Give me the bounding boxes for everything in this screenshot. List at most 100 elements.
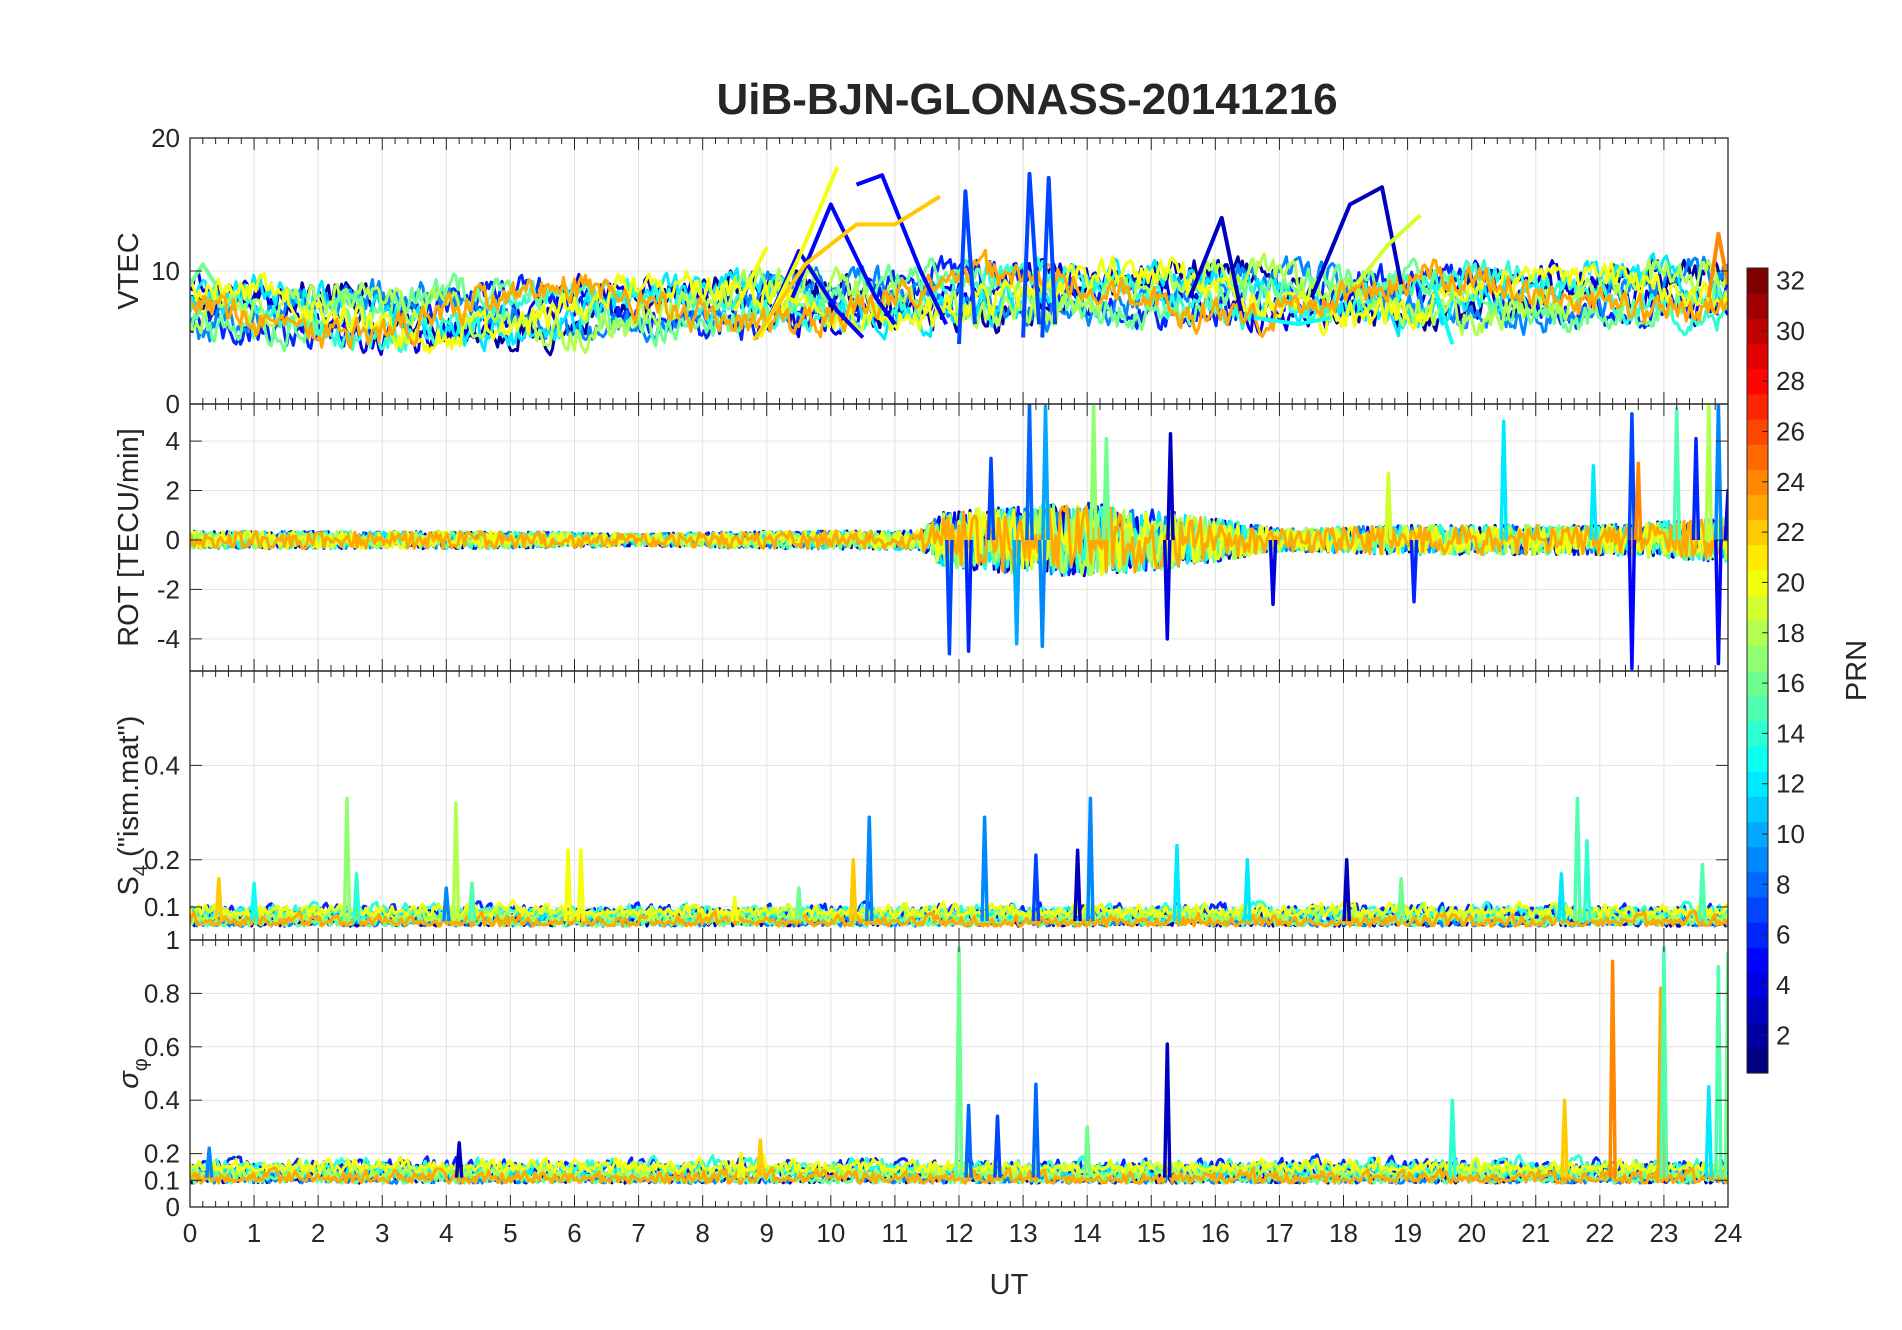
x-tick-label: 12 [945, 1218, 974, 1248]
trace-prn-3-arc [1309, 185, 1404, 299]
colorbar-tick-label: 12 [1776, 769, 1805, 799]
trace-prn-5-arc [790, 202, 897, 326]
colorbar-swatch [1747, 896, 1768, 923]
spike-prn-19 [1384, 471, 1393, 541]
spike-prn-17 [342, 796, 352, 922]
colorbar-swatch [1747, 444, 1768, 470]
spike-prn-22 [756, 1138, 765, 1178]
panel-rot: -4 -2 0 2 4 ROT [TECU/min] [113, 403, 1729, 672]
x-tick-label: 4 [439, 1218, 453, 1248]
colorbar-tick-label: 8 [1776, 869, 1790, 899]
panel-s4-data [190, 796, 1728, 928]
trace-prn-14 [190, 256, 1728, 353]
colorbar-tick-label: 18 [1776, 618, 1805, 648]
spike-prn-14 [1448, 1098, 1457, 1178]
spike-prn-24 [1608, 959, 1617, 1178]
trace-prn-18 [190, 1161, 1728, 1180]
panel-sigma_phi-ticks [189, 939, 1729, 1208]
spike-prn-20 [576, 848, 586, 922]
y-tick-label: 0.8 [144, 978, 180, 1008]
spike-prn-6 [964, 539, 973, 653]
trace-prn-7-arc [957, 189, 977, 345]
colorbar-swatch [1747, 922, 1768, 948]
colorbar-swatch [1747, 771, 1768, 797]
x-tick-label: 17 [1265, 1218, 1294, 1248]
spike-prn-9 [442, 886, 451, 922]
colorbar-tick-label: 20 [1776, 567, 1805, 597]
colorbar-swatch [1747, 796, 1768, 823]
x-tick-label: 23 [1649, 1218, 1678, 1248]
spike-prn-9 [864, 815, 874, 922]
colorbar-tick-label: 16 [1776, 668, 1805, 698]
x-tick-label: 9 [760, 1218, 774, 1248]
panel-s4-ticks [189, 671, 1729, 940]
spike-prn-8 [1025, 404, 1034, 541]
x-tick-label: 0 [183, 1218, 197, 1248]
spike-prn-19 [647, 905, 656, 922]
trace-prn-24-arc [1706, 231, 1728, 298]
x-tick-label: 19 [1393, 1218, 1422, 1248]
y-tick-label: 0.4 [144, 1085, 180, 1115]
spike-prn-16 [794, 886, 804, 922]
spike-prn-3 [454, 1141, 464, 1178]
panel-rot-ylabel: ROT [TECU/min] [113, 428, 145, 647]
ylabel-main: S [113, 876, 145, 895]
spike-prn-7 [986, 456, 996, 541]
x-tick-label: 1 [247, 1218, 261, 1248]
x-tick-label: 15 [1137, 1218, 1166, 1248]
spike-prn-16 [1396, 876, 1406, 922]
spike-prn-9 [1714, 404, 1723, 541]
spike-prn-7 [1627, 412, 1637, 541]
colorbar-swatch [1747, 997, 1768, 1024]
y-tick-label: 0.6 [144, 1032, 180, 1062]
spike-prn-20 [736, 1151, 746, 1178]
spike-prn-3 [1342, 858, 1352, 922]
trace-prn-13-arc [1431, 283, 1455, 345]
spike-prn-4 [1268, 539, 1278, 607]
colorbar-swatch [1747, 1047, 1768, 1074]
spike-prn-12 [1172, 843, 1182, 922]
spike-prn-3 [1162, 1042, 1172, 1178]
x-tick-label: 2 [311, 1218, 325, 1248]
spike-prn-9 [1037, 539, 1047, 649]
spike-prn-15 [1714, 964, 1723, 1178]
panel-vtec-data [190, 166, 1728, 357]
y-tick-label: 4 [166, 426, 180, 456]
x-tick-label: 14 [1073, 1218, 1102, 1248]
trace-prn-16-arc [190, 262, 218, 286]
y-tick-label: 20 [151, 123, 180, 153]
trace-prn-20 [190, 1153, 1728, 1174]
spike-prn-16 [1082, 1125, 1092, 1178]
spike-prn-15 [1573, 796, 1582, 922]
spike-prn-9 [204, 1146, 214, 1178]
colorbar-swatch [1747, 569, 1768, 596]
spike-prn-5 [1627, 539, 1637, 671]
spike-prn-3 [1166, 431, 1175, 541]
spike-prn-24 [1633, 461, 1643, 541]
spike-prn-18 [451, 801, 461, 922]
spike-prn-12 [1589, 464, 1598, 541]
colorbar-swatch [1747, 318, 1768, 345]
spike-prn-12 [1704, 1085, 1714, 1178]
x-tick-label: 20 [1457, 1218, 1486, 1248]
trace-prn-23 [190, 1166, 1728, 1185]
spike-prn-12 [1243, 858, 1252, 922]
panel-vtec-ticks [189, 137, 1729, 405]
trace-prn-7-arc [1040, 175, 1058, 338]
colorbar-swatch [1747, 293, 1768, 319]
spike-prn-9 [980, 815, 989, 922]
spike-prn-8 [964, 1103, 973, 1178]
colorbar-swatch [1747, 670, 1768, 697]
spike-prn-12 [1499, 419, 1509, 541]
y-tick-label: 0.1 [144, 1165, 180, 1195]
spike-prn-18 [1704, 404, 1714, 541]
colorbar-swatch [1747, 469, 1768, 496]
spike-prn-15 [467, 881, 477, 922]
panel-vtec: 0 10 20 VTEC [113, 123, 1729, 419]
y-tick-label: 0 [166, 389, 180, 419]
trace-prn-3-arc [1187, 215, 1243, 312]
spike-prn-15 [1698, 862, 1707, 922]
x-tick-label: 5 [503, 1218, 517, 1248]
x-tick-label: 13 [1009, 1218, 1038, 1248]
